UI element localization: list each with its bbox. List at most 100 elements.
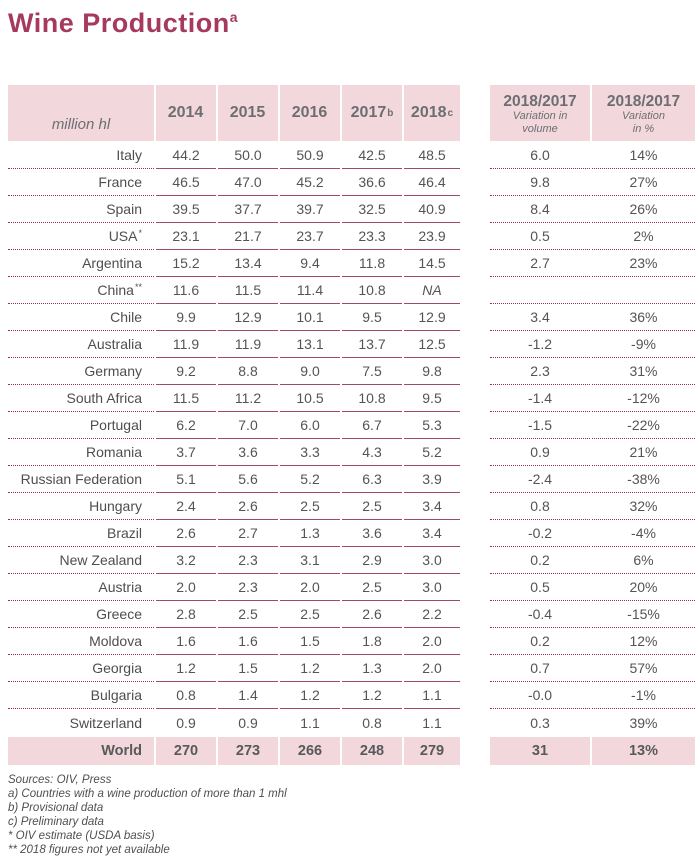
variation-volume-cell: 0.3 [530, 714, 550, 731]
variation-percent-cell: 26% [592, 196, 695, 223]
country-label: Greece [96, 606, 142, 622]
value-cell: 10.5 [280, 385, 340, 412]
value-cell: 11.4 [280, 277, 340, 304]
country-label: Georgia [92, 660, 142, 676]
country-cell: Hungary [8, 493, 154, 520]
table-row: Georgia 1.2 1.5 1.2 1.3 2.0 0.7 57% [8, 655, 696, 682]
table-row: Bulgaria 0.8 1.4 1.2 1.2 1.1 -0.0 -1% [8, 682, 696, 709]
variation-percent-cell: 39% [629, 714, 658, 731]
value-cell: 6.0 [280, 412, 340, 439]
year-footnote-marker: b [387, 107, 394, 119]
country-cell: Moldova [8, 628, 154, 655]
value-cell: 2.6 [218, 493, 278, 520]
table-row: Argentina 15.2 13.4 9.4 11.8 14.5 2.7 23% [8, 250, 696, 277]
footnote-star: * OIV estimate (USDA basis) [8, 830, 155, 842]
variation-volume-cell: -1.2 [490, 331, 590, 358]
gap-spacer [462, 412, 488, 439]
country-cell: Spain [8, 196, 154, 223]
year-header-2014: 2014 [156, 85, 216, 141]
table-row: China ** 11.6 11.5 11.4 10.8 NA [8, 277, 696, 304]
country-label: Australia [87, 336, 142, 352]
variation-volume-cell: 6.0 [490, 142, 590, 169]
value-cell: 23.1 [156, 223, 216, 250]
country-label: Russian Federation [20, 471, 142, 487]
country-label: Austria [98, 579, 142, 595]
value-cell: 2.5 [342, 574, 402, 601]
value-cell: 40.9 [404, 196, 460, 223]
value-cell: 32.5 [342, 196, 402, 223]
value-cell: 9.5 [342, 304, 402, 331]
variation-header-caption: in % [632, 123, 655, 135]
country-label: China [97, 282, 134, 298]
value-cell: 8.8 [218, 358, 278, 385]
value-cell: 248 [342, 737, 402, 765]
value-cell: 9.2 [156, 358, 216, 385]
value-cell: 48.5 [404, 142, 460, 169]
value-cell: 9.0 [280, 358, 340, 385]
value-cell: 46.4 [404, 169, 460, 196]
value-cell: 23.9 [404, 223, 460, 250]
value-cell: 11.6 [156, 277, 216, 304]
value-cell: 2.0 [156, 574, 216, 601]
value-cell: 3.9 [404, 466, 460, 493]
value-cell: 14.5 [404, 250, 460, 277]
value-cell: 1.1 [300, 714, 320, 731]
variation-percent-cell: 21% [592, 439, 695, 466]
variation-percent-cell: 2% [592, 223, 695, 250]
value-cell: NA [404, 277, 460, 304]
table-row: Russian Federation 5.1 5.6 5.2 6.3 3.9 -2.4 -38… [8, 466, 696, 493]
table-row: South Africa 11.5 11.2 10.5 10.8 9.5 -1.4 -12% [8, 385, 696, 412]
production-table: million hl 2014 2015 2016 2017 b 2018 c 20… [8, 85, 696, 765]
variation-volume-cell: 0.5 [490, 223, 590, 250]
variation-volume-cell: 0.8 [490, 493, 590, 520]
variation-volume-header: 2018/2017 Variation in volume [490, 85, 590, 141]
country-label: Spain [106, 201, 142, 217]
value-cell: 37.7 [218, 196, 278, 223]
gap-spacer [462, 196, 488, 223]
year-footnote-marker: c [447, 107, 454, 119]
title-footnote-marker: a [229, 9, 239, 25]
gap-spacer [462, 493, 488, 520]
value-cell: 11.2 [218, 385, 278, 412]
value-cell: 2.3 [218, 574, 278, 601]
value-cell: 1.2 [280, 682, 340, 709]
gap-spacer [462, 737, 488, 765]
gap-spacer [462, 358, 488, 385]
value-cell: 9.8 [404, 358, 460, 385]
country-cell: Bulgaria [8, 682, 154, 709]
footnotes-block: Sources: OIV, Press a) Countries with a … [8, 773, 696, 857]
value-cell: 5.2 [404, 439, 460, 466]
variation-percent-cell: 20% [592, 574, 695, 601]
country-cell: Chile [8, 304, 154, 331]
footnote-double-star: ** 2018 figures not yet available [8, 844, 170, 856]
footnote-sources: Sources: OIV, Press [8, 774, 112, 786]
variation-volume-cell: -2.4 [490, 466, 590, 493]
variation-volume-cell: 9.8 [490, 169, 590, 196]
value-cell: 46.5 [156, 169, 216, 196]
country-label: World [101, 743, 142, 759]
variation-volume-cell: -0.2 [490, 520, 590, 547]
year-label: 2016 [291, 104, 328, 121]
value-cell: 50.9 [280, 142, 340, 169]
value-cell: 10.8 [342, 277, 402, 304]
variation-percent-cell: -12% [592, 385, 695, 412]
country-label: USA [108, 228, 138, 244]
value-cell: 2.9 [342, 547, 402, 574]
variation-percent-cell: -4% [592, 520, 695, 547]
value-cell: 21.7 [218, 223, 278, 250]
table-row: Hungary 2.4 2.6 2.5 2.5 3.4 0.8 32% [8, 493, 696, 520]
country-cell: Portugal [8, 412, 154, 439]
country-label: Switzerland [69, 714, 142, 731]
value-cell: 1.6 [218, 628, 278, 655]
country-cell: Italy [8, 142, 154, 169]
variation-percent-header: 2018/2017 Variation in % [592, 85, 695, 141]
gap-spacer [462, 682, 488, 709]
page-title-text: Wine Production [8, 8, 230, 38]
table-row: Germany 9.2 8.8 9.0 7.5 9.8 2.3 31% [8, 358, 696, 385]
value-cell: 10.1 [280, 304, 340, 331]
value-cell: 1.5 [218, 655, 278, 682]
value-cell: 7.0 [218, 412, 278, 439]
value-cell: 13.4 [218, 250, 278, 277]
value-cell: 3.0 [404, 574, 460, 601]
value-cell: 1.5 [280, 628, 340, 655]
